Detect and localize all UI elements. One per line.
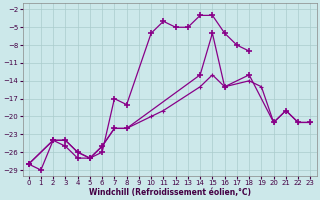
X-axis label: Windchill (Refroidissement éolien,°C): Windchill (Refroidissement éolien,°C) xyxy=(89,188,251,197)
